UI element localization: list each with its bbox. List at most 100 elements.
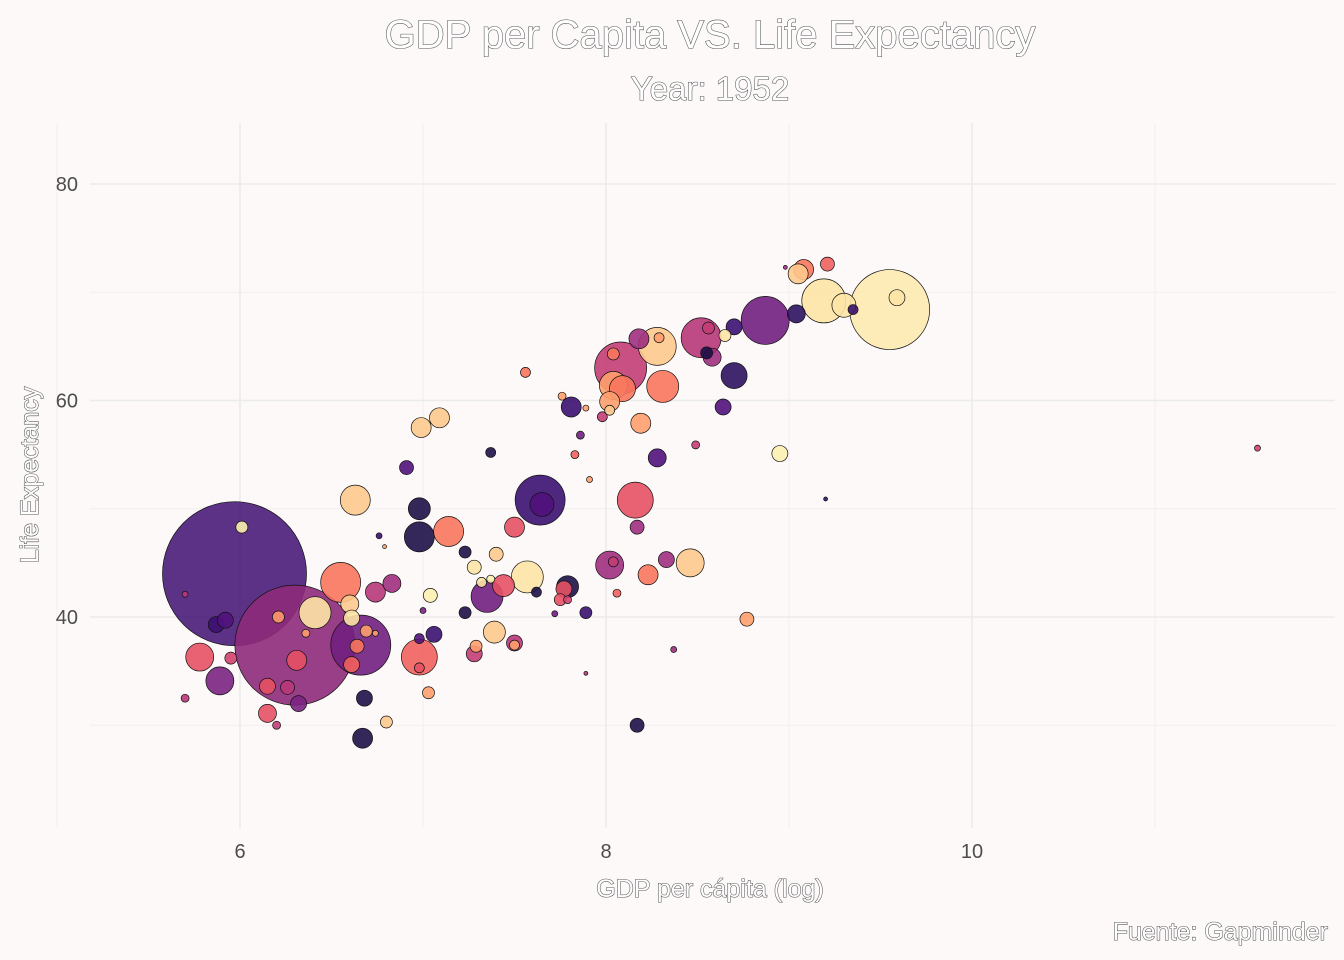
data-point (658, 551, 675, 568)
data-point (272, 720, 281, 730)
data-point (823, 496, 828, 502)
data-point (286, 649, 308, 671)
data-point (714, 398, 732, 416)
data-point (492, 574, 515, 597)
data-point (529, 492, 555, 517)
data-point (413, 633, 425, 645)
data-point (422, 587, 438, 603)
data-point (476, 577, 487, 588)
y-axis-label: Life Expectancy (16, 386, 44, 563)
x-tick-label: 10 (961, 841, 983, 863)
data-point (720, 362, 748, 389)
data-point (403, 521, 435, 553)
data-point (272, 610, 285, 624)
data-points (162, 256, 1261, 749)
data-point (280, 680, 295, 695)
data-point (290, 695, 307, 712)
data-point (399, 460, 414, 475)
data-point (486, 574, 496, 584)
y-tick-label: 40 (56, 607, 78, 629)
data-point (560, 396, 582, 418)
data-point (670, 646, 678, 653)
chart-title: GDP per Capita VS. Life Expectancy (385, 13, 1036, 57)
data-point (820, 256, 835, 272)
data-point (740, 296, 790, 345)
data-point (488, 546, 504, 562)
data-point (607, 556, 619, 568)
chart-subtitle: Year: 1952 (631, 70, 789, 107)
data-point (258, 703, 277, 723)
data-point (298, 596, 332, 630)
data-point (847, 304, 859, 315)
data-point (458, 606, 472, 620)
data-point (235, 520, 249, 534)
data-point (339, 484, 371, 516)
data-point (466, 559, 482, 575)
data-point (579, 606, 593, 620)
data-point (646, 370, 680, 403)
data-point (606, 347, 620, 361)
data-point (1254, 444, 1261, 452)
data-point (612, 588, 622, 598)
data-point (725, 318, 743, 336)
x-tick-label: 8 (600, 841, 611, 863)
data-point (739, 611, 755, 627)
data-point (616, 481, 654, 519)
data-point (531, 586, 542, 598)
data-point (504, 516, 525, 538)
data-point (259, 677, 276, 695)
data-point (510, 560, 544, 594)
data-point (787, 263, 809, 285)
data-point (224, 651, 238, 665)
data-point (596, 411, 608, 423)
data-point (782, 265, 788, 270)
data-point (786, 304, 806, 324)
data-point (509, 639, 520, 651)
data-point (849, 269, 931, 350)
data-point (582, 404, 590, 412)
y-tick-label: 60 (56, 391, 78, 413)
data-point (469, 639, 483, 653)
y-tick-label: 80 (56, 174, 78, 196)
data-point (570, 450, 580, 459)
data-point (630, 412, 652, 434)
data-point (359, 624, 373, 638)
data-point (382, 544, 387, 549)
x-tick-label: 6 (234, 841, 245, 863)
data-point (563, 595, 572, 605)
data-point (343, 609, 360, 627)
data-point (551, 610, 559, 618)
data-point (583, 670, 589, 676)
data-point (375, 532, 383, 540)
data-point (576, 430, 585, 440)
data-point (422, 686, 435, 700)
data-point (349, 638, 365, 654)
data-point (629, 519, 645, 535)
data-point (301, 628, 311, 638)
data-point (217, 611, 234, 629)
data-point (185, 642, 215, 672)
data-point (629, 717, 645, 733)
data-point (356, 689, 373, 707)
data-point (718, 329, 732, 342)
data-point (458, 545, 472, 559)
data-point (888, 289, 906, 307)
data-point (702, 321, 715, 335)
data-point (380, 715, 393, 729)
tick-labels: 6 8 10 40 60 80 (56, 174, 983, 863)
data-point (425, 625, 443, 643)
caption: Fuente: Gapminder (1113, 918, 1328, 946)
data-point (372, 629, 379, 637)
data-point (181, 590, 189, 598)
x-axis-label: GDP per cápita (log) (596, 875, 823, 903)
data-point (180, 693, 190, 703)
data-point (557, 391, 567, 401)
data-point (691, 440, 701, 450)
data-point (700, 346, 714, 360)
data-point (586, 476, 593, 483)
data-point (485, 447, 497, 458)
data-point (675, 548, 705, 578)
data-point (410, 417, 432, 438)
data-point (352, 727, 373, 749)
